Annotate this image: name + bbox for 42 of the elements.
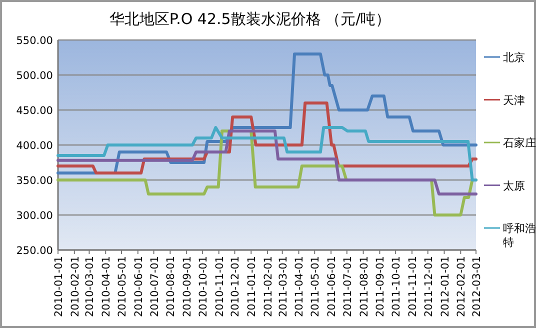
y-tick-label: 550.00	[16, 35, 53, 47]
x-tick-label: 2011-01-01	[246, 256, 258, 318]
x-tick-label: 2010-07-01	[148, 256, 161, 318]
x-tick-label: 2010-11-01	[214, 256, 226, 318]
x-tick-label: 2011-04-01	[294, 256, 306, 318]
y-tick-label: 400.00	[16, 140, 53, 152]
x-tick-label: 2011-03-01	[277, 256, 290, 318]
x-tick-label: 2011-08-01	[358, 256, 370, 318]
x-tick-label: 2011-10-01	[390, 256, 403, 318]
x-tick-label: 2010-06-01	[132, 256, 145, 318]
line-series	[56, 130, 478, 196]
y-tick-label: 250.00	[16, 245, 53, 257]
y-tick-label: 450.00	[16, 105, 53, 117]
x-tick-label: 2010-08-01	[165, 256, 178, 318]
x-tick-label: 2011-12-01	[422, 256, 435, 318]
x-tick-label: 2010-01-01	[53, 256, 65, 318]
legend-label: 太原	[503, 179, 525, 192]
legend-label: 北京	[503, 51, 525, 64]
x-tick-label: 2011-07-01	[342, 256, 354, 318]
x-tick-label: 2011-06-01	[326, 256, 338, 318]
x-tick-label: 2010-10-01	[197, 256, 210, 318]
x-tick-label: 2010-02-01	[69, 256, 82, 318]
line-series	[56, 126, 478, 182]
legend-label: 呼和浩特	[503, 222, 536, 249]
x-tick-label: 2011-11-01	[406, 256, 419, 318]
chart-title: 华北地区P.O 42.5散装水泥价格 （元/吨）	[109, 10, 391, 28]
x-tick-label: 2012-03-01	[471, 256, 483, 318]
x-tick-label: 2010-09-01	[182, 256, 194, 318]
x-tick-label: 2010-05-01	[116, 256, 128, 318]
x-tick-label: 2011-09-01	[374, 256, 387, 318]
x-tick-label: 2010-04-01	[100, 256, 113, 318]
x-tick-label: 2011-05-01	[310, 256, 322, 318]
legend-label: 天津	[503, 94, 525, 107]
x-tick-label: 2010-03-01	[84, 256, 96, 318]
x-tick-label: 2011-02-01	[262, 256, 275, 318]
y-tick-label: 350.00	[16, 175, 53, 187]
y-tick-label: 500.00	[16, 70, 53, 82]
x-tick-label: 2012-02-01	[456, 256, 468, 318]
x-tick-label: 2012-01-01	[439, 256, 452, 318]
legend-label: 石家庄	[503, 136, 536, 150]
y-tick-label: 300.00	[16, 210, 53, 222]
x-tick-label: 2010-12-01	[230, 256, 242, 318]
